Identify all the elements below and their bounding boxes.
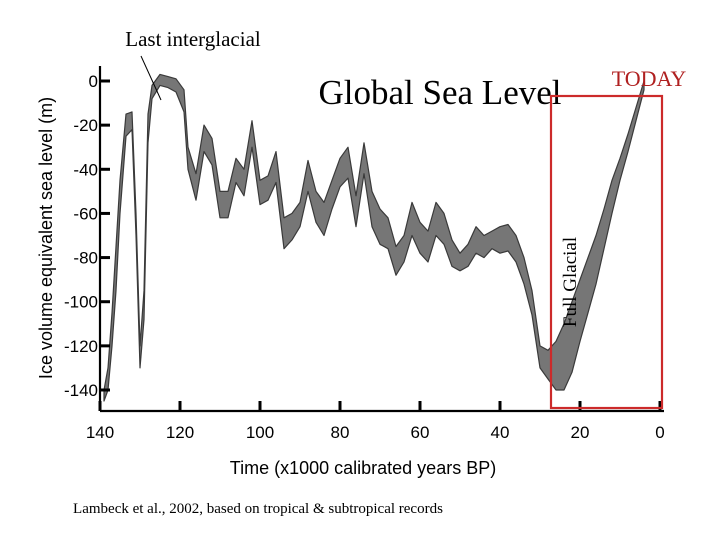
y-tick-label: -120 (64, 337, 98, 356)
x-axis-label: Time (x1000 calibrated years BP) (230, 458, 496, 478)
x-tick-label: 100 (246, 423, 274, 442)
last-interglacial-pointer (140, 55, 162, 101)
y-tick-label: -20 (73, 116, 98, 135)
full-glacial-box (549, 94, 664, 410)
x-tick-label: 60 (411, 423, 430, 442)
x-tick-label: 0 (655, 423, 664, 442)
x-tick-label: 120 (166, 423, 194, 442)
x-axis-ticks: 140 120 100 80 60 40 20 0 (86, 401, 665, 442)
x-tick-label: 20 (571, 423, 590, 442)
y-tick-label: 0 (89, 72, 98, 91)
x-tick-label: 80 (331, 423, 350, 442)
y-axis-ticks: 0 -20 -40 -60 -80 -100 -120 -140 (64, 72, 110, 400)
y-tick-label: -60 (73, 204, 98, 223)
y-axis-label: Ice volume equivalent sea level (m) (36, 97, 56, 379)
source-note: Lambeck et al., 2002, based on tropical … (73, 501, 443, 517)
y-tick-label: -100 (64, 293, 98, 312)
x-tick-label: 140 (86, 423, 114, 442)
y-tick-label: -140 (64, 381, 98, 400)
y-tick-label: -80 (73, 249, 98, 268)
today-label: TODAY (612, 66, 687, 91)
full-glacial-label: Full Glacial (560, 237, 581, 327)
last-interglacial-label: Last interglacial (125, 27, 261, 51)
y-tick-label: -40 (73, 160, 98, 179)
chart-title: Global Sea Level (319, 73, 562, 112)
x-tick-label: 40 (491, 423, 510, 442)
sea-level-envelope-band (103, 73, 645, 402)
